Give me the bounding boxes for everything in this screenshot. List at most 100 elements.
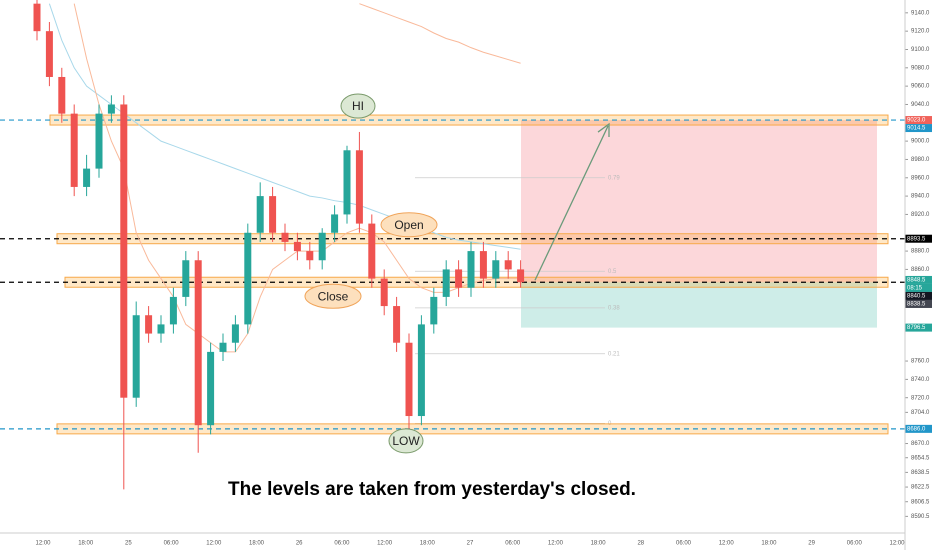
candle-body <box>107 104 115 114</box>
candle-body <box>430 296 438 325</box>
annotation: The levels are taken from yesterday's cl… <box>228 479 636 500</box>
candle-body <box>33 3 41 32</box>
candle-body <box>70 113 78 187</box>
x-tick-label: 18:00 <box>249 541 265 547</box>
y-tick-label: 8960.0 <box>911 175 930 181</box>
front-layer: 9140.0 9120.0 9100.0 9080.0 9060.0 9040.0 9000… <box>35 10 932 547</box>
y-tick-label: 8622.5 <box>911 485 930 491</box>
fib-label: 0.21 <box>608 351 620 357</box>
candle-body <box>83 168 91 187</box>
candle-body <box>318 232 326 261</box>
y-tick-label: 9040.0 <box>911 102 930 108</box>
candle-body <box>343 150 351 215</box>
y-tick-label: 8704.0 <box>911 410 930 416</box>
candle-body <box>417 324 425 417</box>
candle-body <box>169 296 177 325</box>
x-tick-label: 18:00 <box>420 541 436 547</box>
x-tick-label: 06:00 <box>164 541 180 547</box>
y-tick-label: 8940.0 <box>911 194 930 200</box>
x-tick-label: 12:00 <box>889 541 905 547</box>
level-label: HI <box>352 99 364 113</box>
candle-body <box>95 113 103 169</box>
price-tag <box>905 424 932 433</box>
candle-body <box>455 269 463 288</box>
y-tick-label: 9060.0 <box>911 84 930 90</box>
y-tick-label: 8670.0 <box>911 441 930 447</box>
candle-body <box>194 260 202 426</box>
x-tick-label: 12:00 <box>548 541 564 547</box>
y-tick-label: 8760.0 <box>911 359 930 365</box>
candle-body <box>479 251 487 279</box>
candle-body <box>269 196 277 233</box>
x-tick-label: 27 <box>467 541 474 547</box>
candle-body <box>182 260 190 297</box>
level-label: Close <box>318 289 349 303</box>
candle-body <box>132 315 140 398</box>
price-tag <box>905 299 932 308</box>
main-layer <box>33 0 525 490</box>
x-tick-label: 25 <box>125 541 132 547</box>
candle-body <box>120 104 128 398</box>
candle-body <box>504 260 512 270</box>
candle-body <box>306 251 314 261</box>
x-tick-label: 06:00 <box>676 541 692 547</box>
price-tag-label: 9023.0 <box>907 118 926 124</box>
y-tick-label: 8720.0 <box>911 395 930 401</box>
candle-body <box>368 223 376 279</box>
candle-body <box>244 232 252 325</box>
candle-body <box>45 31 53 77</box>
candle-body <box>281 232 289 242</box>
candle-body <box>331 214 339 233</box>
candle-body <box>467 251 475 288</box>
candle-body <box>405 342 413 417</box>
x-tick-label: 26 <box>296 541 303 547</box>
candle-body <box>380 278 388 307</box>
x-tick-label: 12:00 <box>35 541 51 547</box>
y-tick-label: 8740.0 <box>911 377 930 383</box>
fib-label: 0.79 <box>608 175 620 181</box>
candle-body <box>517 269 525 283</box>
level-bubble <box>380 212 438 238</box>
y-tick-label: 8880.0 <box>911 249 930 255</box>
x-tick-label: 18:00 <box>78 541 94 547</box>
candle-body <box>207 351 215 426</box>
level-bubble <box>388 428 424 454</box>
price-tag-label: 8840.5 <box>907 294 926 300</box>
candle-body <box>58 76 66 114</box>
level-bubble <box>304 283 362 309</box>
candle-body <box>231 324 239 343</box>
price-tag-label: 8686.0 <box>907 426 926 432</box>
y-tick-label: 8980.0 <box>911 157 930 163</box>
x-tick-label: 06:00 <box>847 541 863 547</box>
price-tag-label: 8796.5 <box>907 325 926 331</box>
candle-body <box>442 269 450 297</box>
y-tick-label: 8920.0 <box>911 212 930 218</box>
price-tag <box>905 323 932 332</box>
price-tag-label: 9014.5 <box>907 126 926 132</box>
profit-zone <box>521 120 877 283</box>
fib-label: 0.5 <box>608 269 617 275</box>
y-tick-label: 9000.0 <box>911 139 930 145</box>
level-label: LOW <box>392 434 420 448</box>
back-layer: 0.790.50.380.210 <box>0 114 905 435</box>
x-tick-label: 18:00 <box>591 541 607 547</box>
y-tick-label: 8860.0 <box>911 267 930 273</box>
candle-body <box>219 342 227 352</box>
x-tick-label: 12:00 <box>206 541 222 547</box>
y-tick-label: 8638.5 <box>911 470 930 476</box>
y-tick-label: 8606.5 <box>911 499 930 505</box>
price-tag <box>905 291 932 300</box>
level-label: Open <box>394 218 423 232</box>
indicator-line <box>48 3 521 250</box>
candle-body <box>157 324 165 334</box>
candle-body <box>492 260 500 279</box>
price-tag <box>905 116 932 125</box>
candle-body <box>293 241 301 252</box>
arrow-head <box>597 122 610 138</box>
price-tag <box>905 275 932 284</box>
y-tick-label: 9080.0 <box>911 65 930 71</box>
x-tick-label: 18:00 <box>761 541 777 547</box>
x-tick-label: 06:00 <box>505 541 521 547</box>
countdown-bg <box>905 283 932 292</box>
